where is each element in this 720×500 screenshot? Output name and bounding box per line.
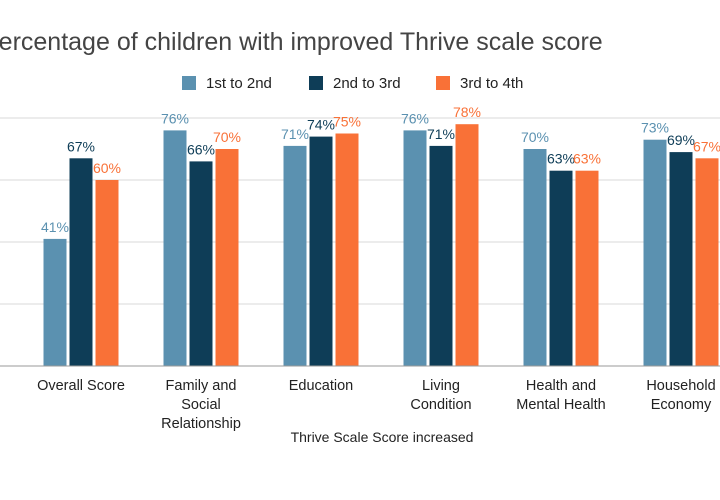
category-label: Overall Score <box>37 378 125 394</box>
legend-label: 3rd to 4th <box>460 75 523 92</box>
bar <box>283 145 307 366</box>
chart-title: Percentage of children with improved Thr… <box>0 28 603 56</box>
bar <box>575 170 599 366</box>
bar <box>523 149 547 366</box>
category-label: Relationship <box>161 416 241 432</box>
bar <box>43 238 67 366</box>
bar <box>189 161 213 366</box>
category-label: Economy <box>651 397 712 413</box>
bar <box>643 139 667 366</box>
data-label: 74% <box>307 117 335 133</box>
category-label: Mental Health <box>516 397 605 413</box>
bar <box>549 170 573 366</box>
data-label: 70% <box>213 129 241 145</box>
bar <box>335 133 359 366</box>
data-label: 71% <box>427 126 455 142</box>
legend-swatch <box>436 76 450 90</box>
category-labels: Overall Score Family and Social Relationshi… <box>37 378 716 432</box>
category-label: Living <box>422 378 460 394</box>
data-label: 41% <box>41 219 69 235</box>
category-label: Health and <box>526 378 596 394</box>
bar <box>669 152 693 366</box>
category-label: Household <box>646 378 715 394</box>
x-axis-title: Thrive Scale Score increased <box>291 429 474 445</box>
data-label: 60% <box>93 160 121 176</box>
bar <box>69 158 93 366</box>
legend: 1st to 2nd 2nd to 3rd 3rd to 4th <box>182 75 523 92</box>
legend-swatch <box>182 76 196 90</box>
data-label: 66% <box>187 141 215 157</box>
data-label: 76% <box>161 110 189 126</box>
data-label: 67% <box>693 138 720 154</box>
bar <box>695 158 719 366</box>
gridlines <box>0 117 720 305</box>
bars <box>43 124 719 366</box>
bar <box>309 136 333 366</box>
data-label: 78% <box>453 104 481 120</box>
bar <box>95 180 119 366</box>
data-label: 63% <box>547 151 575 167</box>
bar <box>215 149 239 366</box>
legend-label: 1st to 2nd <box>206 75 272 92</box>
data-label: 76% <box>401 110 429 126</box>
data-labels: 41%67%60%76%66%70% 71%74%75% 76%71%78%70%6… <box>41 104 720 235</box>
category-label: Social <box>181 397 221 413</box>
data-label: 67% <box>67 138 95 154</box>
data-label: 75% <box>333 114 361 130</box>
category-label: Condition <box>410 397 471 413</box>
bar <box>163 130 187 366</box>
bar <box>403 130 427 366</box>
category-label: Education <box>289 378 354 394</box>
data-label: 69% <box>667 132 695 148</box>
data-label: 70% <box>521 129 549 145</box>
category-label: Family and <box>166 378 237 394</box>
data-label: 63% <box>573 151 601 167</box>
data-label: 71% <box>281 126 309 142</box>
data-label: 73% <box>641 120 669 136</box>
legend-swatch <box>309 76 323 90</box>
bar <box>455 124 479 366</box>
bar <box>429 145 453 366</box>
legend-label: 2nd to 3rd <box>333 75 401 92</box>
